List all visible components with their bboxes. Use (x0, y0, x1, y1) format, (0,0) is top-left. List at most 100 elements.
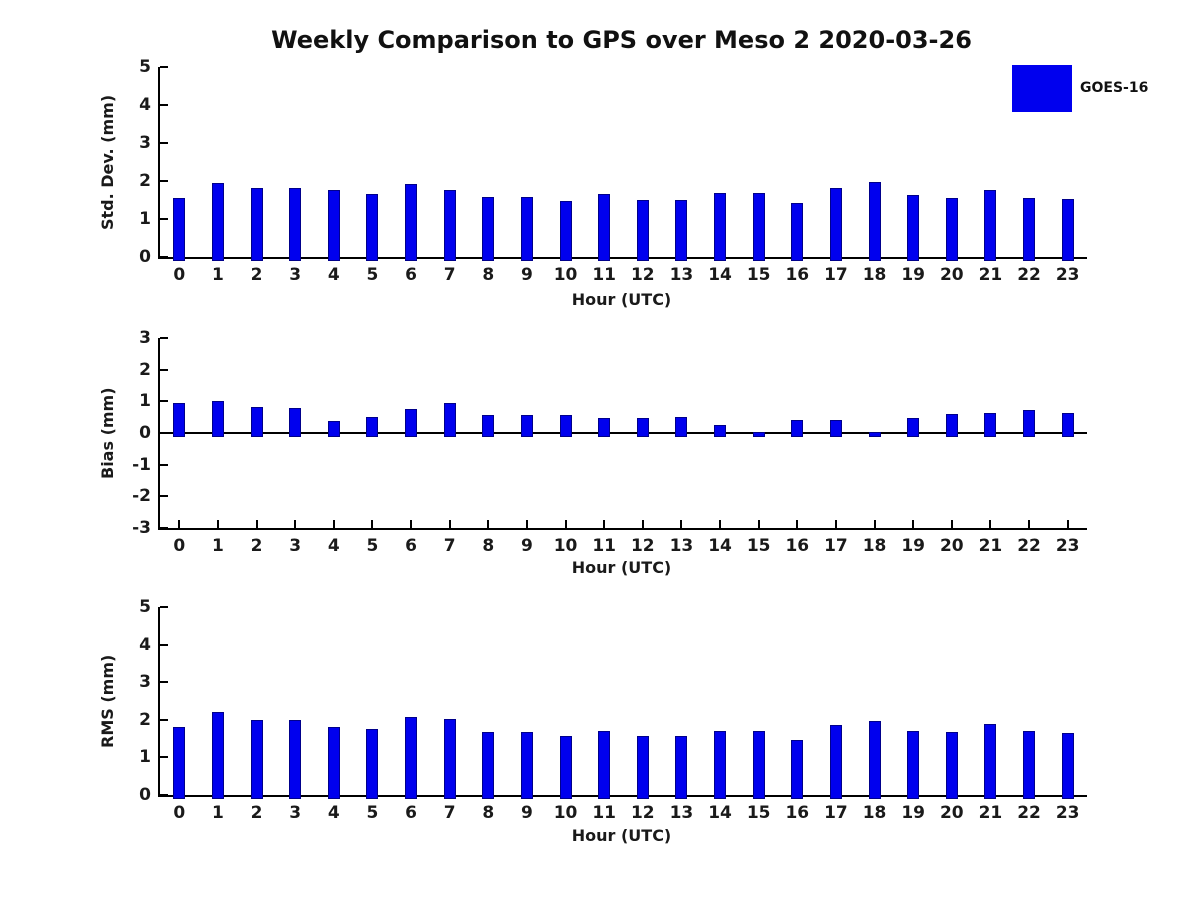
bar-hour-5 (366, 417, 379, 437)
bar-hour-12 (636, 418, 649, 437)
y-tick-label: 2 (139, 359, 151, 380)
y-tick-mark (160, 180, 168, 182)
bar-hour-20 (945, 197, 958, 261)
x-tick-label: 2 (250, 536, 263, 556)
bar-hour-9 (520, 415, 533, 437)
x-tick-label: 17 (824, 803, 848, 823)
x-tick-mark (912, 520, 915, 528)
bar-hour-14 (714, 193, 727, 261)
x-tick-label: 13 (669, 536, 694, 556)
bar-hour-6 (405, 409, 418, 437)
bar-hour-15 (752, 193, 765, 261)
bar-hour-23 (1061, 413, 1074, 437)
x-tick-label: 19 (901, 265, 926, 285)
y-tick-label: -2 (132, 486, 151, 507)
x-tick-label: 2 (250, 803, 263, 823)
y-axis-title-rms: RMS (mm) (98, 654, 117, 748)
bar-hour-8 (482, 732, 495, 799)
x-tick-mark (989, 520, 992, 528)
x-tick-label: 5 (366, 536, 379, 556)
x-tick-label: 3 (289, 803, 302, 823)
bar-hour-3 (289, 408, 302, 437)
x-tick-label: 12 (630, 265, 655, 285)
x-tick-label: 22 (1017, 803, 1041, 823)
x-tick-label: 23 (1055, 536, 1080, 556)
x-tick-label: 22 (1017, 536, 1041, 556)
bar-hour-5 (366, 729, 379, 799)
y-tick-mark (160, 337, 168, 339)
bar-hour-11 (598, 731, 611, 799)
x-tick-label: 8 (482, 265, 495, 285)
x-tick-label: 21 (978, 265, 1003, 285)
bar-hour-16 (791, 203, 804, 261)
x-tick-mark (873, 520, 876, 528)
plot-area-bias: -3 -2 -1 0 1 2 3 0 1 2 3 4 5 6 7 8 9 10 11 12 13 14 15 16 17 18 19… (132, 328, 1087, 556)
y-tick-mark (160, 66, 168, 68)
y-tick-mark (160, 463, 168, 466)
y-tick-label: 2 (139, 171, 151, 191)
x-tick-label: 21 (978, 803, 1003, 823)
y-tick-label: -1 (132, 454, 151, 475)
x-tick-label: 15 (746, 265, 771, 285)
y-tick-label: 0 (139, 247, 151, 267)
bar-hour-21 (984, 723, 997, 799)
y-tick-mark (160, 794, 168, 796)
bar-hour-13 (675, 200, 688, 261)
x-tick-label: 3 (289, 536, 302, 556)
bar-hour-17 (829, 420, 842, 437)
bar-hour-12 (636, 200, 649, 261)
x-tick-label: 11 (592, 803, 617, 823)
bar-hour-8 (482, 196, 495, 261)
x-tick-label: 7 (443, 265, 456, 285)
x-tick-label: 1 (212, 536, 224, 556)
x-tick-label: 4 (327, 536, 340, 556)
x-tick-label: 23 (1055, 265, 1080, 285)
y-tick-mark (160, 756, 168, 759)
x-tick-label: 12 (630, 536, 655, 556)
x-tick-label: 22 (1017, 265, 1041, 285)
y-tick-mark (160, 718, 168, 721)
x-tick-mark (1028, 520, 1031, 528)
y-tick-label: 0 (139, 785, 151, 805)
bar-hour-18 (868, 432, 881, 437)
x-tick-label: 20 (939, 803, 964, 823)
bar-hour-22 (1023, 410, 1036, 437)
bar-hour-23 (1061, 733, 1074, 799)
figure-title: Weekly Comparison to GPS over Meso 2 202… (271, 26, 972, 54)
bar-hour-20 (945, 414, 958, 437)
y-tick-mark (160, 368, 168, 371)
bar-hour-6 (405, 716, 418, 799)
x-tick-mark (564, 520, 567, 528)
bar-hour-1 (211, 712, 224, 799)
bar-hour-21 (984, 413, 997, 437)
y-tick-mark (160, 681, 168, 684)
bar-hour-3 (289, 187, 302, 261)
x-tick-label: 8 (482, 803, 495, 823)
bar-hour-20 (945, 732, 958, 799)
x-tick-label: 13 (669, 803, 694, 823)
x-tick-label: 17 (824, 265, 848, 285)
x-tick-mark (332, 520, 335, 528)
x-tick-label: 6 (405, 536, 417, 556)
x-tick-mark (525, 520, 528, 528)
x-tick-label: 0 (173, 536, 186, 556)
x-tick-label: 19 (901, 803, 926, 823)
x-tick-label: 16 (785, 265, 810, 285)
x-tick-label: 14 (708, 536, 732, 556)
bar-hour-16 (791, 420, 804, 437)
x-tick-mark (680, 520, 683, 528)
bar-hour-14 (714, 424, 727, 437)
x-tick-label: 16 (785, 536, 810, 556)
y-tick-label: 1 (139, 747, 151, 768)
y-tick-label: 2 (139, 709, 151, 730)
x-tick-label: 8 (482, 536, 495, 556)
x-tick-mark (410, 520, 413, 528)
x-tick-label: 17 (824, 536, 848, 556)
bar-hour-4 (327, 726, 340, 799)
x-tick-label: 14 (708, 803, 732, 823)
bar-hour-13 (675, 416, 688, 437)
bar-hour-23 (1061, 199, 1074, 261)
bar-hour-17 (829, 188, 842, 261)
x-tick-label: 9 (521, 265, 533, 285)
y-tick-label: 1 (139, 391, 151, 412)
